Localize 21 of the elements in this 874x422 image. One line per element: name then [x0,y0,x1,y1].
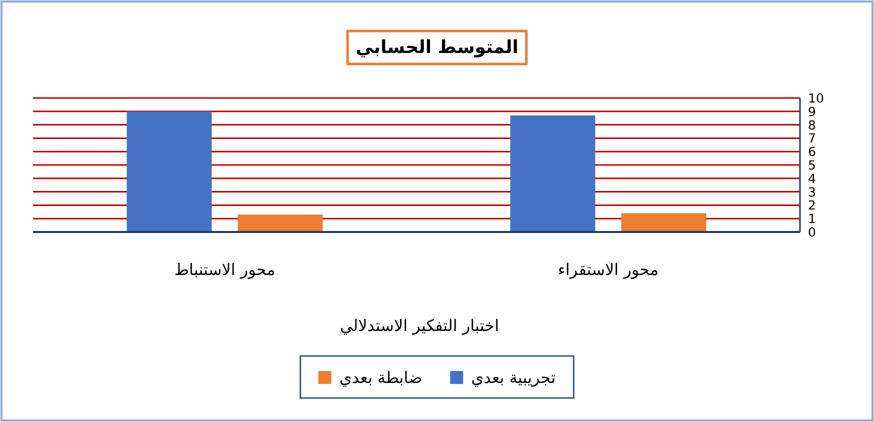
x-tick-label: محور الاستنباط [174,260,276,279]
y-tick-label: 9 [808,104,816,119]
legend-label: ضابطة بعدي [339,368,422,387]
y-tick-label: 0 [808,224,816,240]
y-tick-label: 1 [808,211,816,226]
bar [510,115,596,232]
bar [621,213,706,232]
bar [238,214,323,232]
y-tick-label: 5 [808,158,816,172]
chart-title: المتوسط الحسابي [356,37,518,58]
legend-label: تجريبية بعدي [471,368,556,387]
y-tick-label: 4 [808,170,816,186]
y-tick-label: 10 [808,90,824,106]
y-tick-label: 3 [808,184,816,200]
x-tick-label: محور الاستقراء [558,260,659,279]
y-tick-label: 6 [808,144,816,160]
y-tick-label: 7 [808,130,816,146]
y-tick-label: 2 [808,198,816,213]
y-tick-label: 8 [808,117,816,132]
x-axis-title: اختبار التفكير الاستدلالي [340,316,500,335]
bar [126,111,212,232]
